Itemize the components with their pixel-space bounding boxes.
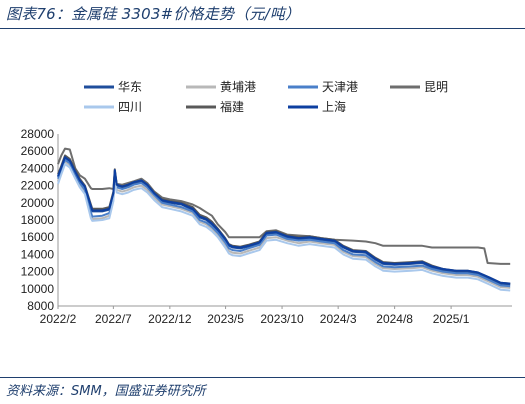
legend-label: 四川 (118, 100, 142, 114)
source-note: 资料来源：SMM，国盛证券研究所 (6, 384, 206, 399)
series-line-1 (57, 157, 511, 286)
y-tick-label: 8000 (27, 299, 54, 313)
series-line-5 (57, 163, 511, 292)
x-tick-label: 2023/10 (260, 312, 304, 326)
series-line-7 (57, 156, 511, 285)
y-tick-label: 28000 (21, 127, 55, 141)
x-tick-label: 2022/7 (95, 312, 132, 326)
source-rule (0, 377, 525, 378)
y-tick-label: 18000 (21, 213, 55, 227)
x-tick-label: 2025/1 (433, 312, 470, 326)
series-line-4 (57, 147, 511, 265)
y-tick-label: 20000 (21, 196, 55, 210)
x-tick-label: 2022/2 (40, 312, 77, 326)
legend-label: 天津港 (322, 80, 358, 94)
x-tick-label: 2024/3 (320, 312, 357, 326)
series-line-2 (57, 160, 511, 289)
legend-label: 上海 (322, 99, 346, 114)
legend-label: 黄埔港 (220, 80, 256, 94)
y-tick-label: 10000 (21, 282, 55, 296)
figure-title: 图表76：金属硅 3303#价格走势（元/吨） (6, 5, 301, 23)
legend-label: 福建 (220, 99, 244, 114)
y-tick-label: 22000 (21, 179, 55, 193)
legend-label: 昆明 (424, 80, 448, 94)
y-tick-label: 24000 (21, 161, 55, 175)
chart-series (57, 147, 511, 292)
series-line-6 (57, 154, 511, 285)
chart-axes: 8000 10000 12000 14000 16000 18000 20000 22000 2… (21, 127, 512, 326)
y-tick-label: 12000 (21, 265, 55, 279)
x-tick-label: 2023/5 (207, 312, 244, 326)
x-tick-label: 2024/8 (376, 312, 413, 326)
series-line-3 (57, 158, 511, 288)
title-rule (0, 28, 525, 29)
x-tick-label: 2022/12 (148, 312, 192, 326)
y-tick-label: 16000 (21, 230, 55, 244)
y-tick-label: 26000 (21, 144, 55, 158)
legend-label: 华东 (118, 80, 142, 94)
y-tick-label: 14000 (21, 247, 55, 261)
